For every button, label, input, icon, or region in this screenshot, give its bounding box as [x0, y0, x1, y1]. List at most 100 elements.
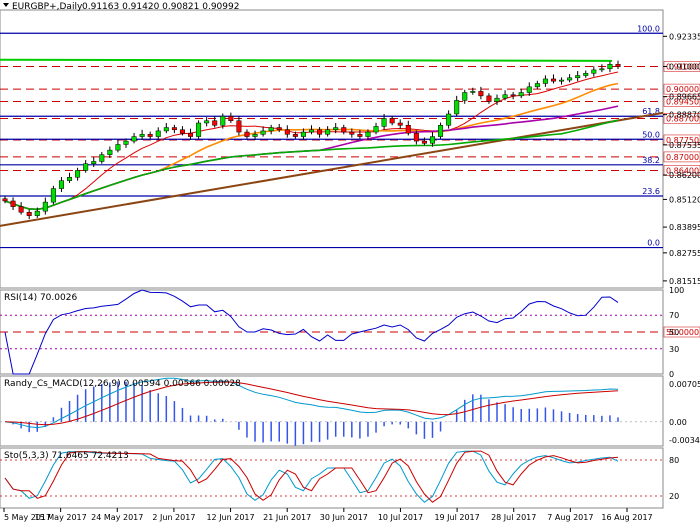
ascending-trendline[interactable]: [0, 111, 664, 227]
date-tick-label: 19 Jul 2017: [434, 513, 479, 522]
candle-body[interactable]: [107, 149, 113, 155]
candle-body[interactable]: [542, 78, 548, 84]
candle-body[interactable]: [147, 134, 153, 137]
candle-body[interactable]: [42, 201, 48, 212]
candle-body[interactable]: [510, 94, 516, 97]
candle-body[interactable]: [236, 120, 242, 133]
price-axis: 0.92335 0.91000 0.89665 0.88870 0.87535 0.862…: [663, 32, 700, 286]
candle-body[interactable]: [2, 198, 8, 202]
candle-body[interactable]: [139, 134, 145, 137]
candle-body[interactable]: [268, 127, 274, 132]
candle-body[interactable]: [284, 129, 290, 135]
candle-body[interactable]: [607, 63, 613, 70]
stoch-panel[interactable]: [0, 447, 664, 509]
candle-body[interactable]: [244, 131, 250, 137]
candle-body[interactable]: [212, 120, 218, 126]
main-price-panel[interactable]: [0, 9, 664, 289]
rsi-tick-label: 50: [669, 328, 679, 337]
candle-body[interactable]: [357, 134, 363, 137]
candle-body[interactable]: [446, 113, 452, 126]
level-price-label: 0.87000: [666, 153, 699, 162]
candle-body[interactable]: [115, 144, 121, 151]
candle-body[interactable]: [381, 118, 387, 127]
candle-body[interactable]: [75, 170, 81, 178]
candle-body[interactable]: [478, 91, 484, 97]
candle-body[interactable]: [349, 131, 355, 135]
candle-body[interactable]: [34, 210, 40, 216]
candle-body[interactable]: [220, 115, 226, 126]
rsi-panel[interactable]: [0, 289, 664, 375]
candle-body[interactable]: [567, 77, 573, 81]
candle-body[interactable]: [123, 140, 129, 145]
candle-body[interactable]: [171, 127, 177, 131]
rsi-line: [4, 289, 619, 375]
macd-tick-label: -0.0034: [669, 436, 700, 445]
candle-body[interactable]: [341, 127, 347, 133]
candle-body[interactable]: [179, 129, 185, 134]
candle-body[interactable]: [228, 115, 234, 121]
candle-body[interactable]: [317, 129, 323, 135]
collapse-arrow-icon[interactable]: [3, 3, 9, 7]
candle-body[interactable]: [204, 120, 210, 124]
candle-body[interactable]: [599, 68, 605, 71]
price-tick-label: 0.89665: [669, 93, 700, 102]
candle-body[interactable]: [421, 140, 427, 144]
candle-body[interactable]: [10, 200, 16, 207]
candle-body[interactable]: [26, 212, 32, 216]
candle-body[interactable]: [575, 75, 581, 79]
candle-body[interactable]: [526, 86, 532, 93]
price-tick-label: 0.87535: [669, 141, 700, 150]
candle-body[interactable]: [252, 134, 258, 137]
candle-body[interactable]: [373, 126, 379, 133]
rsi-indicator: 50.0000 100 70 50 30 0: [0, 286, 700, 379]
macd-panel[interactable]: [0, 375, 664, 447]
stoch-signal-line: [4, 450, 619, 503]
candle-body[interactable]: [470, 91, 476, 93]
resistance-line[interactable]: [0, 58, 613, 62]
candle-body[interactable]: [260, 130, 266, 135]
candle-body[interactable]: [413, 132, 419, 142]
level-price-label: 0.91000: [666, 63, 699, 72]
candle-body[interactable]: [50, 188, 56, 203]
candle-body[interactable]: [583, 73, 589, 76]
fib-level-label: 50.0: [642, 130, 660, 139]
candle-body[interactable]: [615, 63, 621, 67]
candle-body[interactable]: [91, 161, 97, 164]
candle-body[interactable]: [99, 154, 105, 162]
candle-body[interactable]: [559, 79, 565, 82]
candle-body[interactable]: [333, 127, 339, 131]
candle-body[interactable]: [276, 127, 282, 131]
candle-body[interactable]: [494, 97, 500, 102]
candle-body[interactable]: [155, 130, 161, 137]
candle-body[interactable]: [454, 100, 460, 115]
candle-body[interactable]: [389, 118, 395, 124]
candle-body[interactable]: [300, 131, 306, 137]
candle-body[interactable]: [438, 125, 444, 137]
candle-body[interactable]: [550, 78, 556, 82]
level-price-box: [663, 165, 700, 176]
candle-body[interactable]: [163, 127, 169, 132]
candle-body[interactable]: [365, 131, 371, 137]
candle-body[interactable]: [429, 136, 435, 144]
candle-body[interactable]: [18, 206, 24, 213]
candle-body[interactable]: [67, 177, 73, 181]
candle-body[interactable]: [309, 129, 314, 133]
candle-body[interactable]: [462, 92, 468, 101]
candle-body[interactable]: [397, 122, 403, 126]
candle-body[interactable]: [131, 136, 137, 142]
candle-body[interactable]: [405, 125, 411, 134]
candle-body[interactable]: [325, 129, 331, 135]
candle-body[interactable]: [196, 122, 202, 137]
candle-body[interactable]: [502, 94, 508, 99]
candle-body[interactable]: [534, 83, 540, 88]
candle-body[interactable]: [83, 163, 89, 171]
candle-body[interactable]: [486, 95, 492, 102]
candle-body[interactable]: [591, 69, 597, 74]
candle-body[interactable]: [58, 180, 64, 189]
candle-body[interactable]: [292, 134, 298, 137]
candle-body[interactable]: [518, 92, 524, 97]
candle-body[interactable]: [188, 132, 194, 137]
level-price-label: 0.88700: [666, 114, 699, 123]
